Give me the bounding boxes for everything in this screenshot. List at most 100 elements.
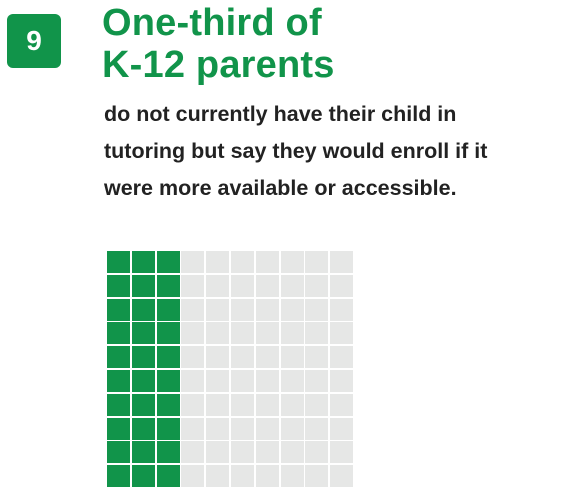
waffle-cell-empty	[230, 441, 254, 464]
waffle-cell-filled	[156, 346, 180, 369]
waffle-cell-empty	[230, 346, 254, 369]
waffle-cell-empty	[206, 274, 230, 297]
waffle-cell-empty	[280, 417, 304, 440]
waffle-cell-empty	[206, 417, 230, 440]
waffle-cell-empty	[305, 346, 329, 369]
waffle-cell-filled	[131, 465, 155, 487]
waffle-cell-empty	[206, 346, 230, 369]
waffle-cell-empty	[255, 393, 279, 416]
waffle-cell-empty	[206, 465, 230, 487]
waffle-cell-empty	[255, 441, 279, 464]
waffle-cell-filled	[131, 322, 155, 345]
waffle-cell-filled	[156, 441, 180, 464]
waffle-cell-empty	[230, 322, 254, 345]
waffle-cell-empty	[181, 346, 205, 369]
waffle-cell-empty	[230, 298, 254, 321]
waffle-cell-empty	[330, 298, 354, 321]
waffle-cell-empty	[280, 298, 304, 321]
waffle-cell-empty	[330, 441, 354, 464]
waffle-cell-filled	[131, 417, 155, 440]
waffle-cell-empty	[181, 441, 205, 464]
waffle-cell-filled	[107, 417, 130, 440]
waffle-cell-empty	[255, 251, 279, 273]
waffle-cell-empty	[305, 417, 329, 440]
waffle-cell-empty	[305, 393, 329, 416]
waffle-chart	[107, 251, 354, 487]
waffle-cell-filled	[107, 393, 130, 416]
waffle-cell-empty	[255, 369, 279, 392]
waffle-cell-empty	[280, 369, 304, 392]
waffle-cell-empty	[280, 393, 304, 416]
waffle-cell-empty	[305, 274, 329, 297]
waffle-cell-empty	[280, 322, 304, 345]
waffle-cell-filled	[156, 369, 180, 392]
waffle-cell-empty	[181, 274, 205, 297]
waffle-cell-empty	[330, 417, 354, 440]
waffle-cell-filled	[131, 393, 155, 416]
waffle-cell-empty	[206, 441, 230, 464]
waffle-cell-filled	[131, 251, 155, 273]
waffle-cell-filled	[107, 251, 130, 273]
waffle-cell-empty	[181, 465, 205, 487]
waffle-cell-empty	[330, 393, 354, 416]
waffle-cell-empty	[255, 417, 279, 440]
waffle-cell-filled	[156, 274, 180, 297]
waffle-cell-filled	[107, 322, 130, 345]
waffle-cell-empty	[305, 298, 329, 321]
waffle-cell-empty	[330, 251, 354, 273]
description-line-3: were more available or accessible.	[104, 176, 457, 200]
description-text: do not currently have their child in tut…	[104, 96, 574, 207]
waffle-cell-filled	[156, 298, 180, 321]
waffle-cell-empty	[330, 274, 354, 297]
waffle-cell-empty	[280, 465, 304, 487]
waffle-cell-filled	[156, 322, 180, 345]
description-line-1: do not currently have their child in	[104, 102, 457, 126]
waffle-cell-empty	[230, 393, 254, 416]
waffle-cell-filled	[156, 251, 180, 273]
waffle-cell-filled	[107, 465, 130, 487]
waffle-cell-empty	[181, 298, 205, 321]
waffle-cell-empty	[305, 322, 329, 345]
description-line-2: tutoring but say they would enroll if it	[104, 139, 488, 163]
waffle-cell-empty	[305, 251, 329, 273]
waffle-cell-empty	[181, 417, 205, 440]
waffle-cell-empty	[230, 251, 254, 273]
headline-line-1: One-third of	[102, 2, 322, 44]
waffle-cell-filled	[131, 441, 155, 464]
waffle-cell-empty	[206, 251, 230, 273]
waffle-cell-empty	[330, 369, 354, 392]
waffle-cell-filled	[156, 417, 180, 440]
headline: One-third of K-12 parents	[102, 2, 335, 86]
waffle-cell-empty	[206, 298, 230, 321]
waffle-cell-empty	[206, 393, 230, 416]
waffle-cell-empty	[280, 274, 304, 297]
waffle-cell-empty	[181, 322, 205, 345]
waffle-cell-empty	[230, 274, 254, 297]
waffle-cell-empty	[280, 346, 304, 369]
waffle-cell-empty	[255, 322, 279, 345]
headline-line-2: K-12 parents	[102, 44, 335, 86]
waffle-cell-filled	[131, 274, 155, 297]
waffle-cell-empty	[330, 346, 354, 369]
waffle-cell-empty	[330, 322, 354, 345]
waffle-cell-filled	[107, 441, 130, 464]
waffle-cell-filled	[156, 393, 180, 416]
waffle-cell-filled	[107, 369, 130, 392]
waffle-cell-filled	[107, 298, 130, 321]
waffle-cell-empty	[206, 369, 230, 392]
waffle-cell-empty	[230, 369, 254, 392]
waffle-cell-empty	[305, 369, 329, 392]
waffle-cell-empty	[181, 369, 205, 392]
waffle-cell-empty	[255, 346, 279, 369]
waffle-cell-empty	[305, 441, 329, 464]
waffle-cell-empty	[330, 465, 354, 487]
waffle-cell-filled	[107, 346, 130, 369]
waffle-cell-empty	[181, 251, 205, 273]
waffle-cell-filled	[156, 465, 180, 487]
waffle-cell-empty	[230, 417, 254, 440]
waffle-cell-filled	[131, 346, 155, 369]
waffle-cell-empty	[255, 465, 279, 487]
stat-number-badge: 9	[7, 14, 61, 68]
waffle-cell-empty	[206, 322, 230, 345]
waffle-cell-empty	[280, 251, 304, 273]
